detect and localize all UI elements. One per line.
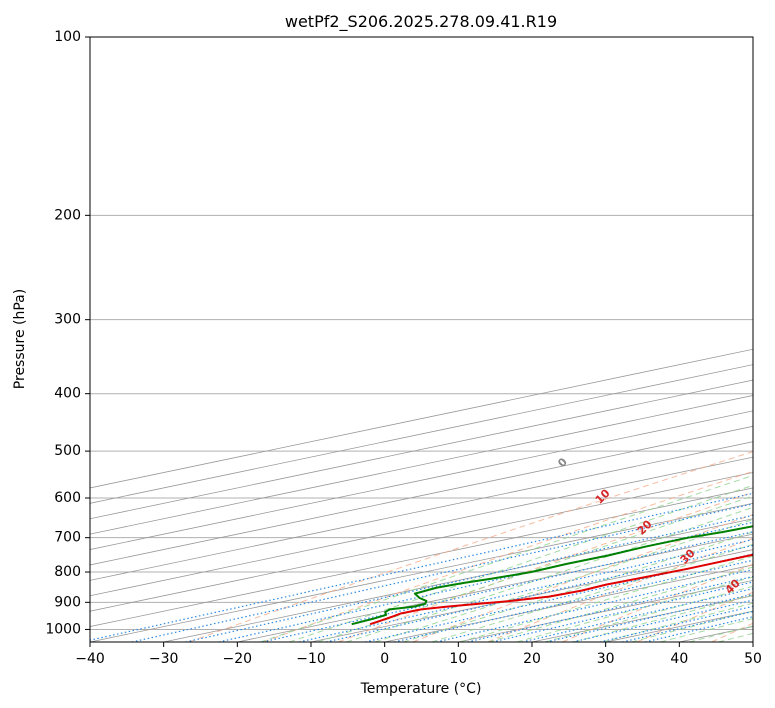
axes: −40 −30 −20 −10 0 10 20 30 40 50 1000 900 800 700 600 5… <box>45 29 762 667</box>
chart-title: wetPf2_S206.2025.278.09.41.R19 <box>285 12 557 32</box>
isotherm-line <box>90 472 753 612</box>
isotherm-line <box>90 487 753 628</box>
moist-adiabat <box>317 495 753 642</box>
isotherm-line <box>90 456 753 597</box>
isotherm-line <box>163 518 753 642</box>
y-tick-label: 1000 <box>45 621 81 637</box>
mixing-ratio-line <box>521 588 753 642</box>
x-tick-label: 50 <box>744 651 762 667</box>
moist-adiabat <box>374 518 753 642</box>
y-tick-label: 200 <box>54 207 81 223</box>
mixing-ratio-line <box>90 492 753 641</box>
x-axis-label: Temperature (°C) <box>360 681 482 697</box>
isotherm-line <box>90 441 753 581</box>
isotherm-line <box>90 502 753 642</box>
temperature-line <box>369 553 753 626</box>
dry-adiabat <box>487 537 753 642</box>
x-tick-label: −30 <box>149 651 179 667</box>
grid-layer <box>90 37 753 642</box>
x-tick-label: 30 <box>597 651 615 667</box>
y-tick-label: 900 <box>54 594 81 610</box>
mixing-ratio-line <box>546 593 753 642</box>
x-tick-label: 20 <box>523 651 541 667</box>
dewpoint-line <box>351 525 753 626</box>
mixing-ratio-line <box>492 581 753 642</box>
x-tick-label: 10 <box>449 651 467 667</box>
y-axis-label: Pressure (hPa) <box>12 289 28 389</box>
x-tick-label: −20 <box>223 651 253 667</box>
plot-frame <box>89 36 754 643</box>
y-tick-label: 500 <box>54 443 81 459</box>
moist-adiabat <box>288 484 753 642</box>
y-tick-label: 700 <box>54 530 81 546</box>
dry-adiabat <box>263 470 753 642</box>
series-layer <box>351 525 753 626</box>
mixing-ratio-line <box>467 575 753 642</box>
y-tick-label: 600 <box>54 490 81 506</box>
moist-adiabat <box>260 474 753 642</box>
isotherm-line <box>237 533 753 642</box>
isotherm-line <box>90 410 753 550</box>
moist-adiabat <box>487 566 753 642</box>
isotherm-line <box>90 425 753 566</box>
mixing-ratio-line <box>131 503 753 642</box>
x-tick-label: −10 <box>296 651 326 667</box>
moist-adiabat <box>573 594 753 642</box>
y-tick-label: 800 <box>54 564 81 580</box>
moist-adiabat <box>402 531 753 642</box>
moist-adiabat <box>459 555 753 642</box>
x-tick-label: −40 <box>75 651 105 667</box>
y-tick-label: 400 <box>54 386 81 402</box>
dry-adiabat <box>188 451 753 642</box>
x-tick-label: 40 <box>670 651 688 667</box>
y-tick-label: 300 <box>54 312 81 328</box>
mixing-ratio-line <box>436 568 753 642</box>
x-tick-label: 0 <box>380 651 389 667</box>
y-tick-label: 100 <box>54 29 81 45</box>
